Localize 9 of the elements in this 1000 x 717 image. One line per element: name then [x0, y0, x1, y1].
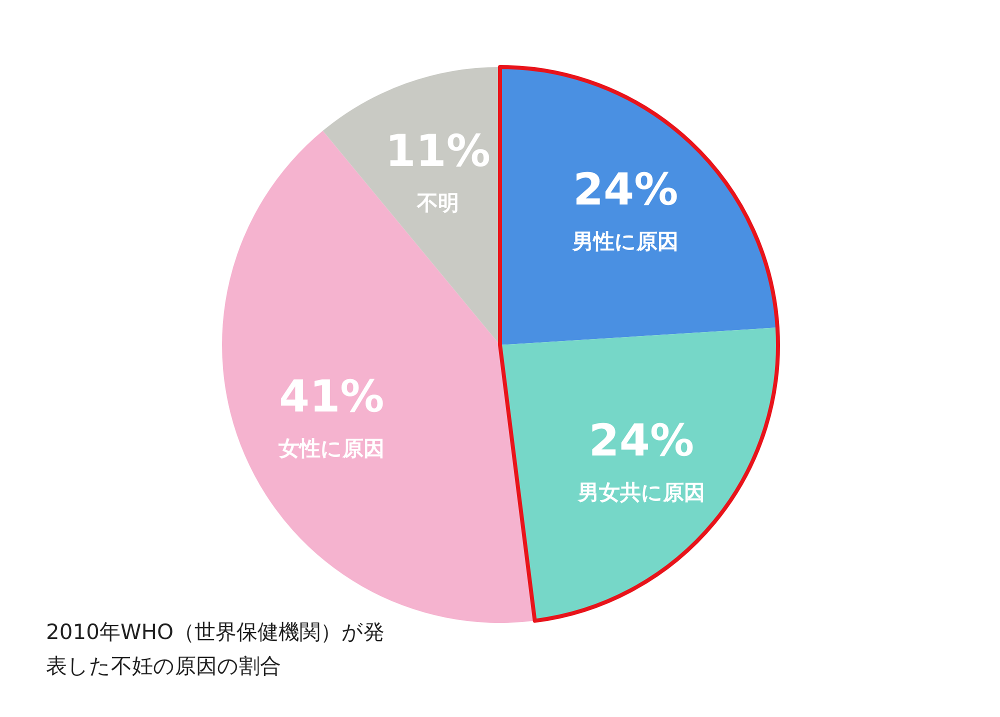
slice-label: 女性に原因 — [278, 436, 385, 460]
text: 2010年WHO（世界保健機関）が発表した不妊の原因の割合 — [46, 619, 386, 680]
slice-label: 男性に原因 — [572, 230, 679, 254]
data-label: 41% — [278, 371, 384, 422]
slice-label: 不明 — [416, 190, 459, 215]
slice-label: 男女共に原因 — [576, 480, 705, 504]
data-label: 24% — [572, 164, 678, 216]
data-label: 24% — [588, 415, 694, 466]
data-label: 11% — [385, 126, 491, 177]
